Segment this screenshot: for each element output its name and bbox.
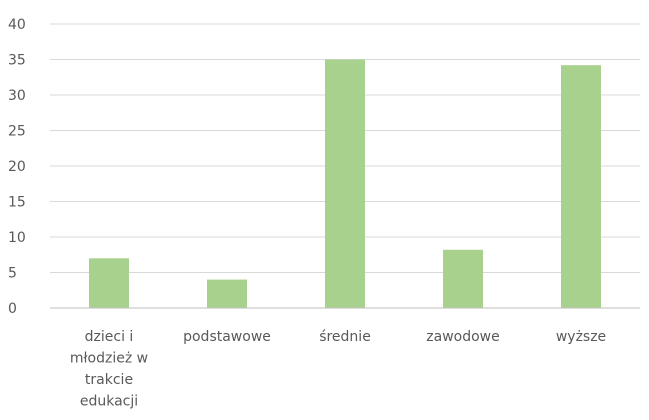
x-category-label: dzieci i młodzież w trakcie edukacji <box>70 329 148 410</box>
x-category-label-line: trakcie <box>85 372 133 388</box>
x-category-label-line: zawodowe <box>426 329 499 345</box>
x-category-label: wyższe <box>556 329 606 345</box>
bar <box>443 249 483 308</box>
x-category-label: podstawowe <box>183 329 271 345</box>
bar <box>561 65 601 309</box>
y-tick-label: 10 <box>8 230 26 246</box>
bar <box>325 59 365 308</box>
x-category-label-line: edukacji <box>80 394 138 410</box>
x-category-label: zawodowe <box>426 329 499 345</box>
bar <box>207 279 247 308</box>
y-tick-label: 35 <box>8 53 26 69</box>
x-axis-labels: dzieci i młodzież w trakcie edukacji podstaw… <box>70 329 606 410</box>
y-tick-label: 0 <box>8 301 17 317</box>
y-tick-label: 25 <box>8 124 26 140</box>
bar <box>89 258 129 308</box>
bars <box>89 59 601 309</box>
y-axis-ticks: 0 5 10 15 20 25 30 35 40 <box>8 17 26 317</box>
y-tick-label: 40 <box>8 17 26 33</box>
y-tick-label: 5 <box>8 266 17 282</box>
x-category-label-line: wyższe <box>556 329 606 345</box>
x-category-label-line: młodzież w <box>70 351 148 367</box>
y-tick-label: 15 <box>8 195 26 211</box>
y-tick-label: 20 <box>8 159 26 175</box>
x-category-label-line: średnie <box>319 329 371 345</box>
x-category-label-line: podstawowe <box>183 329 271 345</box>
y-tick-label: 30 <box>8 88 26 104</box>
x-category-label: średnie <box>319 329 371 345</box>
x-category-label-line: dzieci i <box>85 329 134 345</box>
